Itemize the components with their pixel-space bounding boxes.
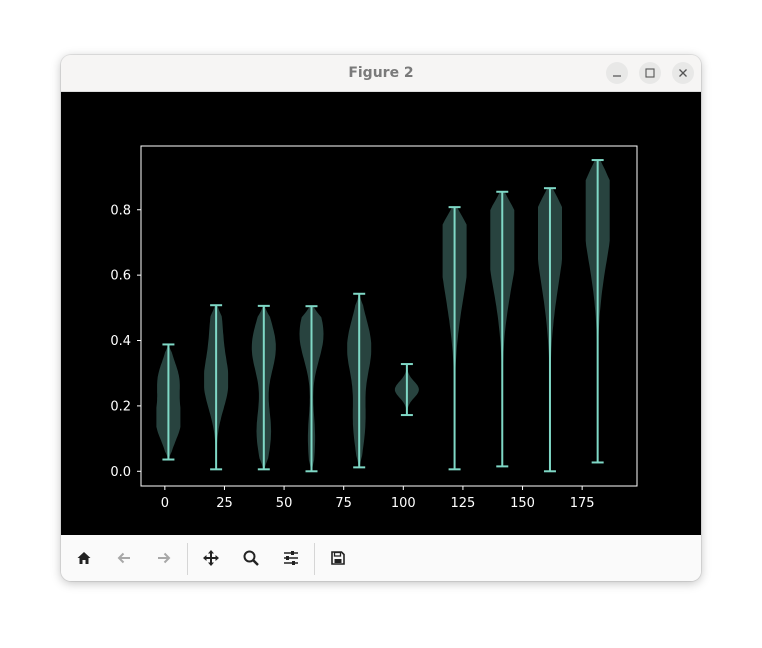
close-button[interactable]	[672, 62, 694, 84]
configure-subplots-button[interactable]	[276, 544, 306, 572]
y-tick-label: 0.0	[110, 465, 131, 480]
x-tick-label: 25	[216, 496, 233, 511]
forward-button[interactable]	[149, 544, 179, 572]
save-button[interactable]	[323, 544, 353, 572]
x-tick-label: 175	[570, 496, 595, 511]
y-tick-label: 0.2	[110, 399, 131, 414]
violin-3	[299, 305, 324, 473]
violin-chart: 0 25 50 75 100 125 150 175 0.0 0.2 0.4 0.6 0.8	[110, 145, 638, 511]
toolbar-separator	[314, 543, 315, 575]
save-icon	[331, 551, 345, 565]
violin-1	[204, 304, 229, 471]
back-button[interactable]	[109, 544, 139, 572]
toolbar-separator	[187, 543, 188, 575]
violin-9	[585, 159, 610, 464]
back-arrow-icon	[117, 552, 130, 564]
violin-0	[156, 343, 181, 461]
axes-frame	[140, 145, 638, 487]
maximize-icon	[645, 68, 655, 78]
y-tick-label: 0.4	[110, 334, 131, 349]
violin-5	[394, 363, 419, 417]
configure-subplots-icon	[284, 551, 298, 565]
x-tick-label: 75	[335, 496, 352, 511]
forward-arrow-icon	[158, 552, 171, 564]
ticks-group: 0 25 50 75 100 125 150 175 0.0 0.2 0.4 0.6 0.8	[110, 203, 594, 511]
x-tick-label: 0	[161, 496, 169, 511]
maximize-button[interactable]	[639, 62, 661, 84]
violin-2	[251, 304, 276, 471]
x-tick-label: 125	[451, 496, 476, 511]
window-title: Figure 2	[348, 65, 414, 81]
x-tick-label: 100	[391, 496, 416, 511]
title-bar: Figure 2	[61, 55, 701, 92]
home-icon	[77, 552, 91, 564]
violin-7	[490, 190, 515, 468]
x-tick-label: 150	[510, 496, 535, 511]
navigation-toolbar	[61, 535, 701, 581]
zoom-button[interactable]	[236, 544, 266, 572]
y-tick-label: 0.6	[110, 269, 131, 284]
minimize-icon	[613, 75, 621, 77]
pan-button[interactable]	[196, 544, 226, 572]
home-button[interactable]	[69, 544, 99, 572]
violin-8	[538, 187, 562, 473]
y-tick-label: 0.8	[110, 203, 131, 218]
close-icon	[679, 69, 687, 77]
figure-window: Figure 2 0 25 50 75 100 125 150 175 0.0 0.2 0.4 0.6…	[61, 55, 701, 581]
figure-canvas[interactable]: 0 25 50 75 100 125 150 175 0.0 0.2 0.4 0.6 0.8	[61, 92, 701, 535]
x-tick-label: 50	[276, 496, 293, 511]
violins-group	[156, 159, 610, 473]
violin-4	[347, 292, 372, 469]
zoom-icon	[243, 550, 259, 566]
pan-icon	[203, 550, 219, 566]
violin-6	[442, 206, 467, 471]
minimize-button[interactable]	[606, 62, 628, 84]
